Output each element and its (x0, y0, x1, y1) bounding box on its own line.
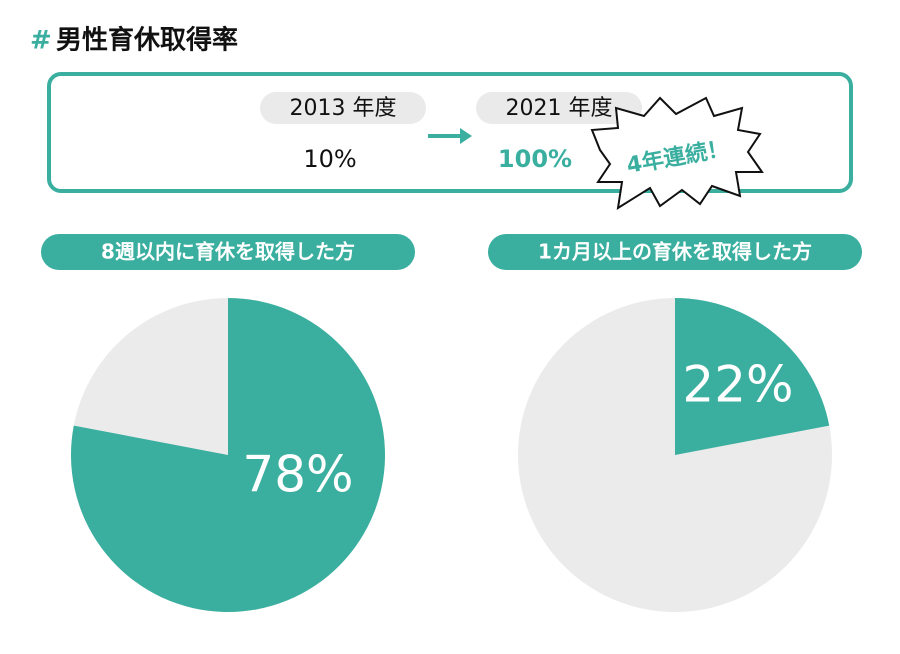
pie-slice (71, 298, 386, 612)
pie-title: 1カ月以上の育休を取得した方 (538, 240, 812, 264)
hash: # (30, 26, 52, 56)
badge-burst (590, 96, 764, 211)
arrow-head (460, 128, 472, 144)
label-pill (476, 92, 642, 124)
pie-slice (675, 298, 830, 455)
before-value: 10% (303, 145, 356, 173)
value-label: 78% (242, 446, 353, 504)
label-pill (260, 92, 426, 124)
after-value: 100% (498, 145, 572, 173)
before-label: 2013 年度 (290, 96, 397, 121)
pie-title-pill (41, 234, 415, 270)
pie-title-pill (488, 234, 862, 270)
pie-title: 8週以内に育休を取得した方 (101, 240, 355, 264)
page-title: 男性育休取得率 (56, 25, 238, 56)
after-label: 2021 年度 (506, 96, 613, 121)
value-label: 22% (682, 356, 793, 414)
